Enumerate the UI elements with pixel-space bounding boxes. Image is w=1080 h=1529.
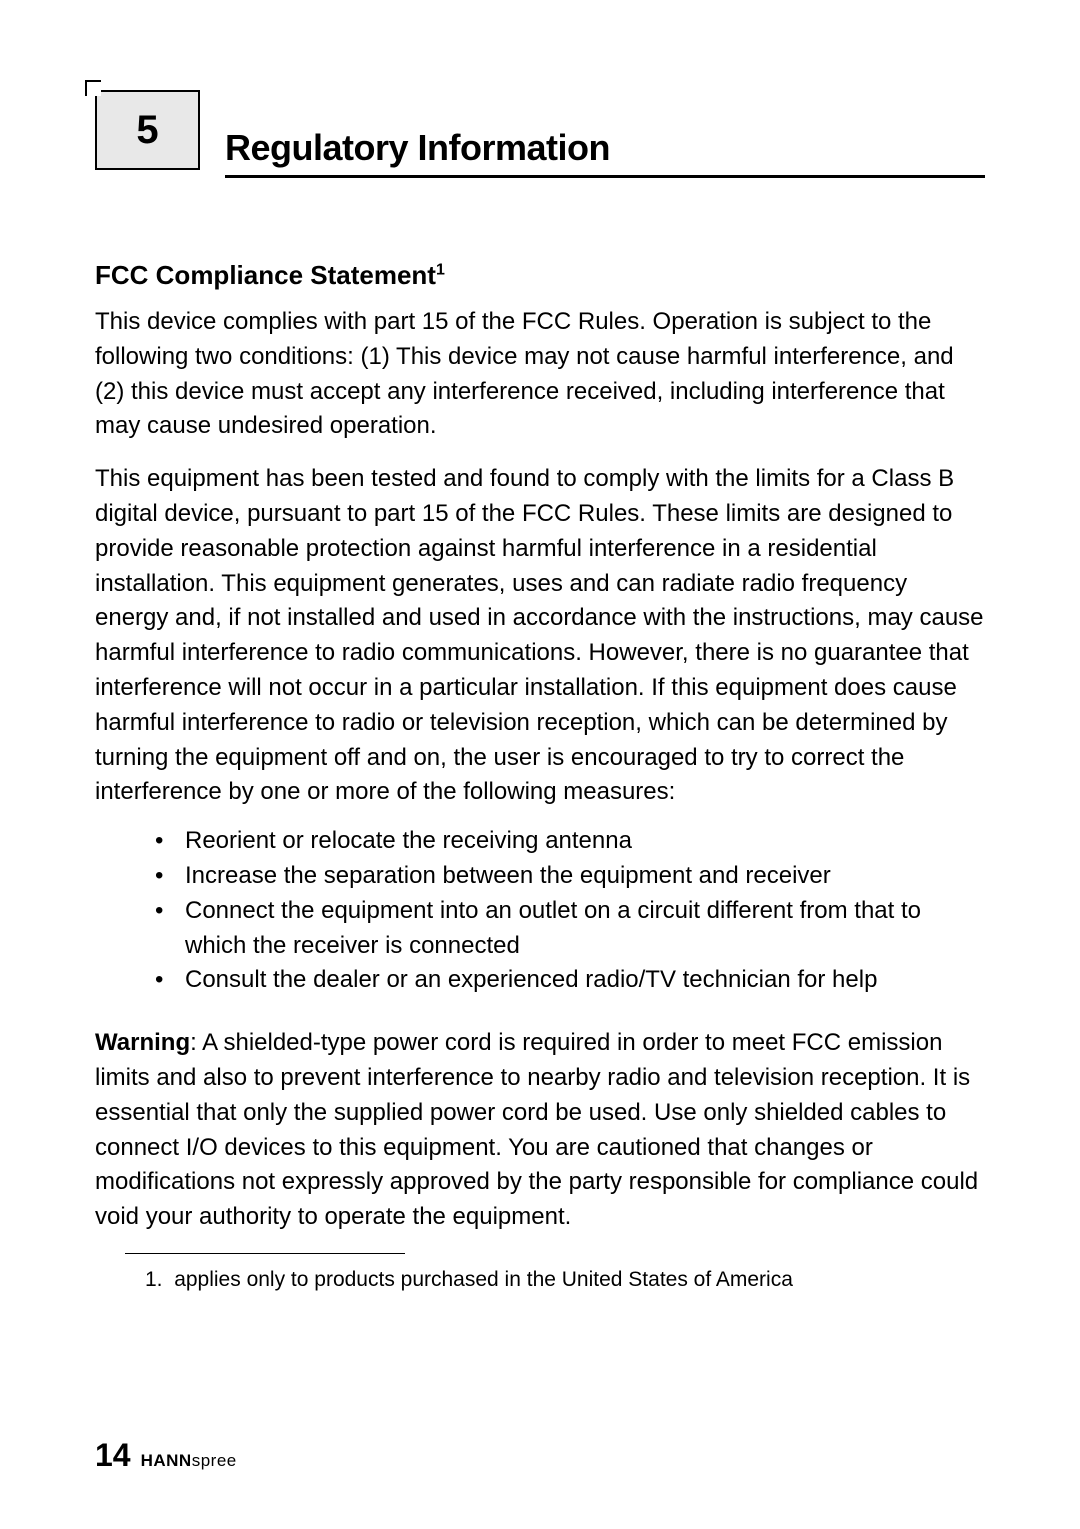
footnote-text: applies only to products purchased in th…: [174, 1268, 793, 1291]
measures-list: Reorient or relocate the receiving anten…: [95, 824, 985, 998]
page-footer: 14 HANNspree: [95, 1437, 237, 1474]
paragraph-details: This equipment has been tested and found…: [95, 462, 985, 810]
brand-logo: HANNspree: [141, 1451, 237, 1471]
chapter-title-wrap: Regulatory Information: [225, 127, 985, 178]
section-heading-text: FCC Compliance Statement: [95, 260, 436, 290]
section-heading: FCC Compliance Statement1: [95, 260, 985, 291]
paragraph-intro: This device complies with part 15 of the…: [95, 305, 985, 444]
chapter-title: Regulatory Information: [225, 127, 610, 168]
list-item: Reorient or relocate the receiving anten…: [155, 824, 985, 859]
chapter-number-box: 5: [95, 90, 200, 170]
paragraph-warning: Warning: A shielded-type power cord is r…: [95, 1026, 985, 1235]
chapter-number: 5: [136, 108, 158, 153]
brand-rest: spree: [192, 1451, 237, 1470]
footnote: 1. applies only to products purchased in…: [121, 1268, 985, 1292]
list-item: Increase the separation between the equi…: [155, 859, 985, 894]
footnote-rule: [125, 1253, 405, 1254]
brand-strong: HANN: [141, 1451, 192, 1470]
section-footnote-marker: 1: [436, 261, 445, 278]
chapter-header: 5 Regulatory Information: [95, 90, 985, 190]
warning-text: : A shielded-type power cord is required…: [95, 1029, 978, 1230]
list-item: Consult the dealer or an experienced rad…: [155, 963, 985, 998]
page-number: 14: [95, 1437, 131, 1474]
warning-label: Warning: [95, 1029, 190, 1056]
footnote-marker: 1.: [145, 1268, 163, 1291]
list-item: Connect the equipment into an outlet on …: [155, 894, 985, 964]
